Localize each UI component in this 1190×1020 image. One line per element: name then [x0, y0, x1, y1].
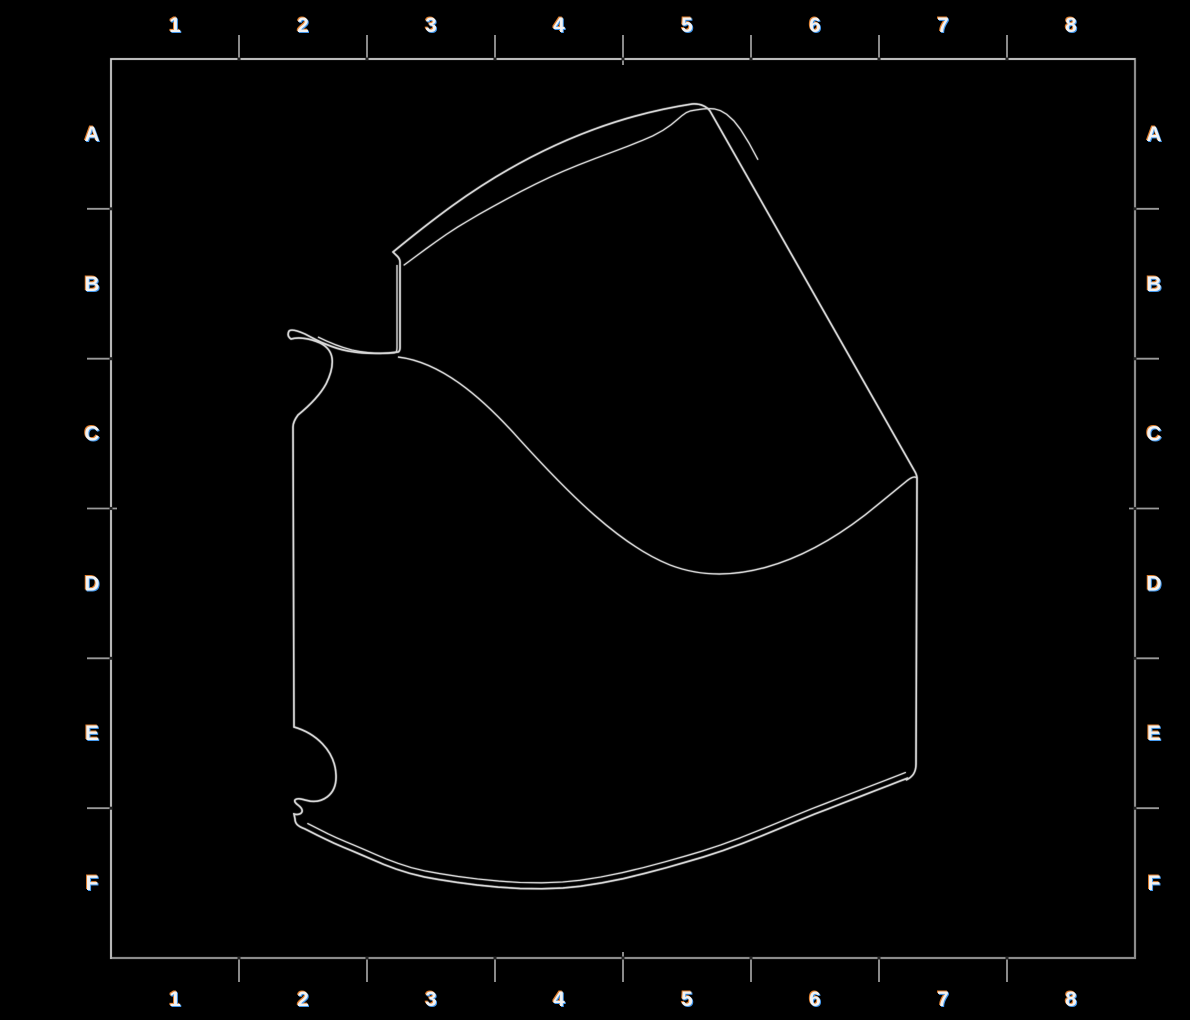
svg-text:1: 1 [169, 14, 181, 37]
svg-text:A: A [84, 123, 99, 146]
svg-text:3: 3 [425, 14, 437, 37]
svg-text:F: F [86, 872, 99, 895]
svg-text:A: A [1146, 123, 1161, 146]
svg-text:7: 7 [937, 988, 949, 1011]
svg-text:5: 5 [681, 988, 693, 1011]
svg-text:5: 5 [681, 14, 693, 37]
svg-text:4: 4 [553, 14, 565, 37]
svg-text:7: 7 [937, 14, 949, 37]
svg-text:C: C [84, 423, 99, 446]
svg-text:C: C [1146, 423, 1161, 446]
svg-text:2: 2 [297, 14, 309, 37]
svg-text:3: 3 [425, 988, 437, 1011]
svg-text:8: 8 [1065, 14, 1077, 37]
svg-text:B: B [1146, 273, 1161, 296]
svg-text:1: 1 [169, 988, 181, 1011]
svg-text:8: 8 [1065, 988, 1077, 1011]
svg-text:4: 4 [553, 988, 565, 1011]
svg-text:F: F [1148, 872, 1161, 895]
svg-text:B: B [84, 273, 99, 296]
svg-text:E: E [1147, 722, 1161, 745]
svg-text:D: D [1146, 572, 1161, 595]
svg-text:2: 2 [297, 988, 309, 1011]
svg-text:6: 6 [809, 14, 821, 37]
svg-text:6: 6 [809, 988, 821, 1011]
svg-text:E: E [85, 722, 99, 745]
svg-text:D: D [84, 572, 99, 595]
